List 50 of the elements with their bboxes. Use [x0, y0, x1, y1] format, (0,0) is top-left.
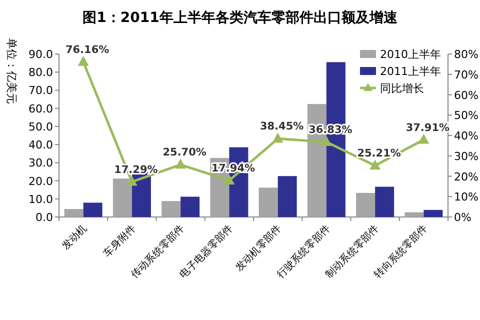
data-label: 17.94%	[211, 162, 256, 174]
point	[272, 132, 284, 143]
y-tick-label: 60.0	[28, 102, 53, 116]
y2-tick-label: 0%	[454, 211, 472, 224]
bar	[356, 192, 376, 217]
y-tick-label: 70.0	[28, 84, 53, 98]
y2-tick-label: 10%	[454, 190, 478, 204]
y-tick-label: 90.0	[28, 48, 53, 61]
y-tick-label: 20.0	[28, 174, 53, 188]
bar	[278, 176, 297, 217]
y2-tick-label: 60%	[454, 88, 478, 102]
point	[418, 134, 430, 144]
data-label: 76.16%	[65, 44, 110, 56]
y-tick-label: 80.0	[28, 66, 53, 80]
y-tick-label: 50.0	[28, 120, 53, 134]
bar	[375, 186, 394, 217]
x-tick-label: 车身附件	[101, 222, 138, 260]
data-label: 38.45%	[260, 120, 304, 133]
bar	[258, 188, 278, 217]
point	[224, 174, 235, 184]
y-tick-label: 40.0	[28, 138, 53, 152]
legend-label: 同比增长	[380, 82, 424, 95]
point	[175, 158, 186, 169]
y-tick-label: 30.0	[28, 156, 53, 170]
bar	[83, 202, 102, 217]
bar	[180, 196, 200, 217]
bar	[112, 178, 132, 217]
x-tick-label: 发动机	[60, 222, 90, 252]
point	[78, 56, 89, 66]
y2-tick-label: 80%	[454, 48, 478, 61]
point	[370, 160, 381, 170]
data-label: 36.83%	[308, 124, 353, 136]
bar	[404, 212, 424, 217]
bar	[64, 209, 84, 217]
y2-tick-label: 70%	[454, 68, 478, 82]
y-tick-label: 10.0	[28, 192, 53, 206]
data-label: 25.70%	[162, 146, 207, 159]
y2-tick-label: 30%	[454, 150, 478, 163]
bar	[424, 210, 443, 217]
point	[126, 176, 138, 186]
y-axis-title: 单位：亿美元	[5, 38, 18, 104]
y2-tick-label: 20%	[454, 170, 478, 184]
y2-tick-label: 50%	[454, 109, 478, 122]
point	[320, 136, 332, 146]
legend-label: 2010上半年	[380, 48, 441, 61]
y-tick-label: 0.0	[36, 211, 53, 224]
legend-label: 2011上半年	[380, 65, 441, 78]
chart-title: 图1：2011年上半年各类汽车零部件出口额及增速	[82, 9, 398, 26]
bar	[162, 201, 181, 217]
y2-tick-label: 40%	[454, 130, 478, 142]
